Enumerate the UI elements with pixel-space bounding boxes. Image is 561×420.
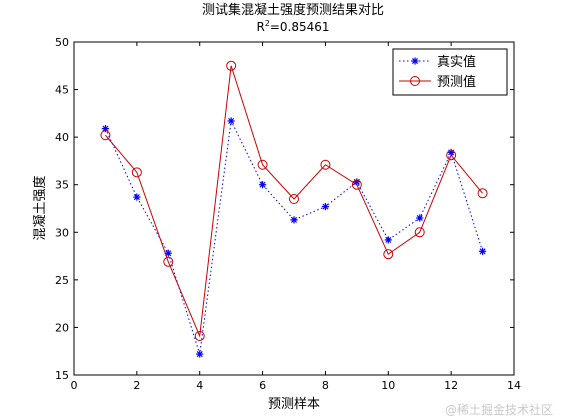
predicted-value-point (226, 60, 237, 71)
predicted-value-point (320, 159, 331, 170)
legend-pred-label: 预测值 (437, 74, 476, 90)
predicted-value-point (257, 159, 268, 170)
x-axis-label: 预测样本 (268, 397, 320, 412)
true-value-point (290, 216, 298, 224)
y-tick-label: 25 (55, 274, 69, 287)
y-tick-label: 35 (55, 179, 69, 192)
true-value-point (227, 117, 235, 125)
y-tick-label: 40 (55, 131, 69, 144)
chart-subtitle: R2=0.85461 (256, 19, 329, 34)
y-tick-label: 50 (55, 36, 69, 49)
predicted-value-point (289, 193, 299, 204)
true-value-point (321, 202, 330, 211)
legend: 真实值 预测值 (392, 48, 508, 96)
predicted-value-point (477, 188, 488, 199)
legend-pred-marker (410, 76, 420, 86)
true-value-point (164, 249, 172, 257)
x-tick-label: 14 (507, 379, 521, 392)
true-value-point (196, 350, 204, 358)
true-value-point (353, 178, 361, 186)
y-axis-label: 混凝土强度 (32, 175, 48, 240)
y-tick-label: 15 (55, 369, 69, 382)
true-value-point (133, 193, 141, 201)
true-value-point (258, 181, 267, 189)
series-line-predicted (105, 65, 483, 338)
plot-area (73, 41, 515, 376)
predicted-value-point (163, 256, 174, 267)
x-tick-label: 12 (444, 379, 458, 392)
subtitle-value: =0.85461 (270, 20, 330, 34)
x-tick-label: 8 (322, 379, 329, 392)
x-tick-label: 4 (196, 379, 203, 392)
predicted-value-point (383, 249, 394, 260)
legend-true-marker (411, 57, 419, 65)
legend-true-label: 真实值 (437, 54, 476, 70)
true-value-point (478, 247, 487, 255)
predicted-value-point (414, 227, 425, 238)
y-tick-label: 20 (55, 321, 69, 334)
x-tick-label: 0 (71, 379, 78, 392)
predicted-value-point (100, 130, 111, 141)
true-value-point (416, 214, 424, 222)
x-tick-label: 6 (259, 379, 266, 392)
predicted-value-point (194, 330, 205, 341)
x-tick-label: 2 (133, 379, 140, 392)
predicted-value-point (446, 150, 457, 161)
predicted-value-point (131, 167, 142, 178)
subtitle-superscript: 2 (265, 19, 270, 28)
chart-title: 测试集混凝土强度预测结果对比 (202, 2, 384, 18)
y-tick-label: 45 (55, 84, 69, 97)
watermark: @稀土掘金技术社区 (444, 403, 553, 417)
subtitle-prefix: R (256, 20, 264, 34)
legend-asterisk (411, 57, 419, 65)
y-tick-label: 30 (55, 226, 69, 239)
predicted-value-point (351, 179, 362, 190)
x-tick-label: 10 (381, 379, 395, 392)
true-value-point (384, 236, 392, 244)
true-value-point (447, 148, 455, 156)
legend-box (392, 48, 508, 96)
